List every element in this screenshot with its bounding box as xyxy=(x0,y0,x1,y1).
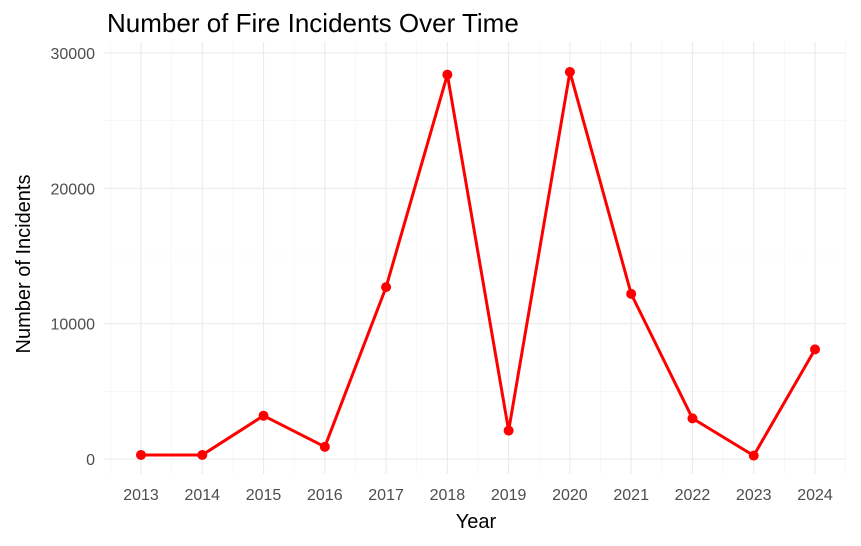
y-tick-label: 20000 xyxy=(51,181,96,198)
x-tick-label: 2014 xyxy=(184,487,220,504)
y-tick-labels: 0 10000 20000 30000 xyxy=(51,46,96,469)
data-point xyxy=(136,449,146,460)
data-point xyxy=(626,288,637,299)
data-point xyxy=(381,282,392,293)
x-tick-label: 2015 xyxy=(246,487,282,504)
x-tick-label: 2022 xyxy=(675,487,711,504)
y-tick-label: 0 xyxy=(86,452,95,469)
x-tick-labels: 2013 2014 2015 2016 2017 2018 2019 2020 2021 2022… xyxy=(123,487,833,504)
x-tick-label: 2020 xyxy=(552,487,588,504)
x-tick-label: 2024 xyxy=(797,487,833,504)
data-point xyxy=(319,441,330,452)
data-point xyxy=(810,344,820,355)
y-axis-label: Number of Incidents xyxy=(13,175,35,354)
x-tick-label: 2019 xyxy=(491,487,527,504)
data-point xyxy=(197,449,208,460)
major-gridlines xyxy=(104,42,846,474)
x-tick-label: 2018 xyxy=(430,487,466,504)
data-point xyxy=(503,425,514,436)
series-line xyxy=(141,70,817,458)
chart-title: Number of Fire Incidents Over Time xyxy=(107,8,519,38)
y-tick-label: 30000 xyxy=(51,46,96,63)
series-lines xyxy=(141,70,817,458)
x-tick-label: 2017 xyxy=(368,487,404,504)
x-tick-label: 2021 xyxy=(613,487,649,504)
x-tick-label: 2013 xyxy=(123,487,159,504)
x-tick-label: 2016 xyxy=(307,487,343,504)
data-point xyxy=(748,450,759,461)
data-point xyxy=(258,410,269,421)
y-tick-label: 10000 xyxy=(51,317,96,334)
minor-gridlines xyxy=(104,42,846,474)
data-point xyxy=(687,413,698,424)
x-tick-label: 2023 xyxy=(736,487,772,504)
data-point xyxy=(564,66,575,77)
x-axis-label: Year xyxy=(456,511,497,533)
data-point xyxy=(442,69,453,80)
series-points xyxy=(136,66,820,461)
